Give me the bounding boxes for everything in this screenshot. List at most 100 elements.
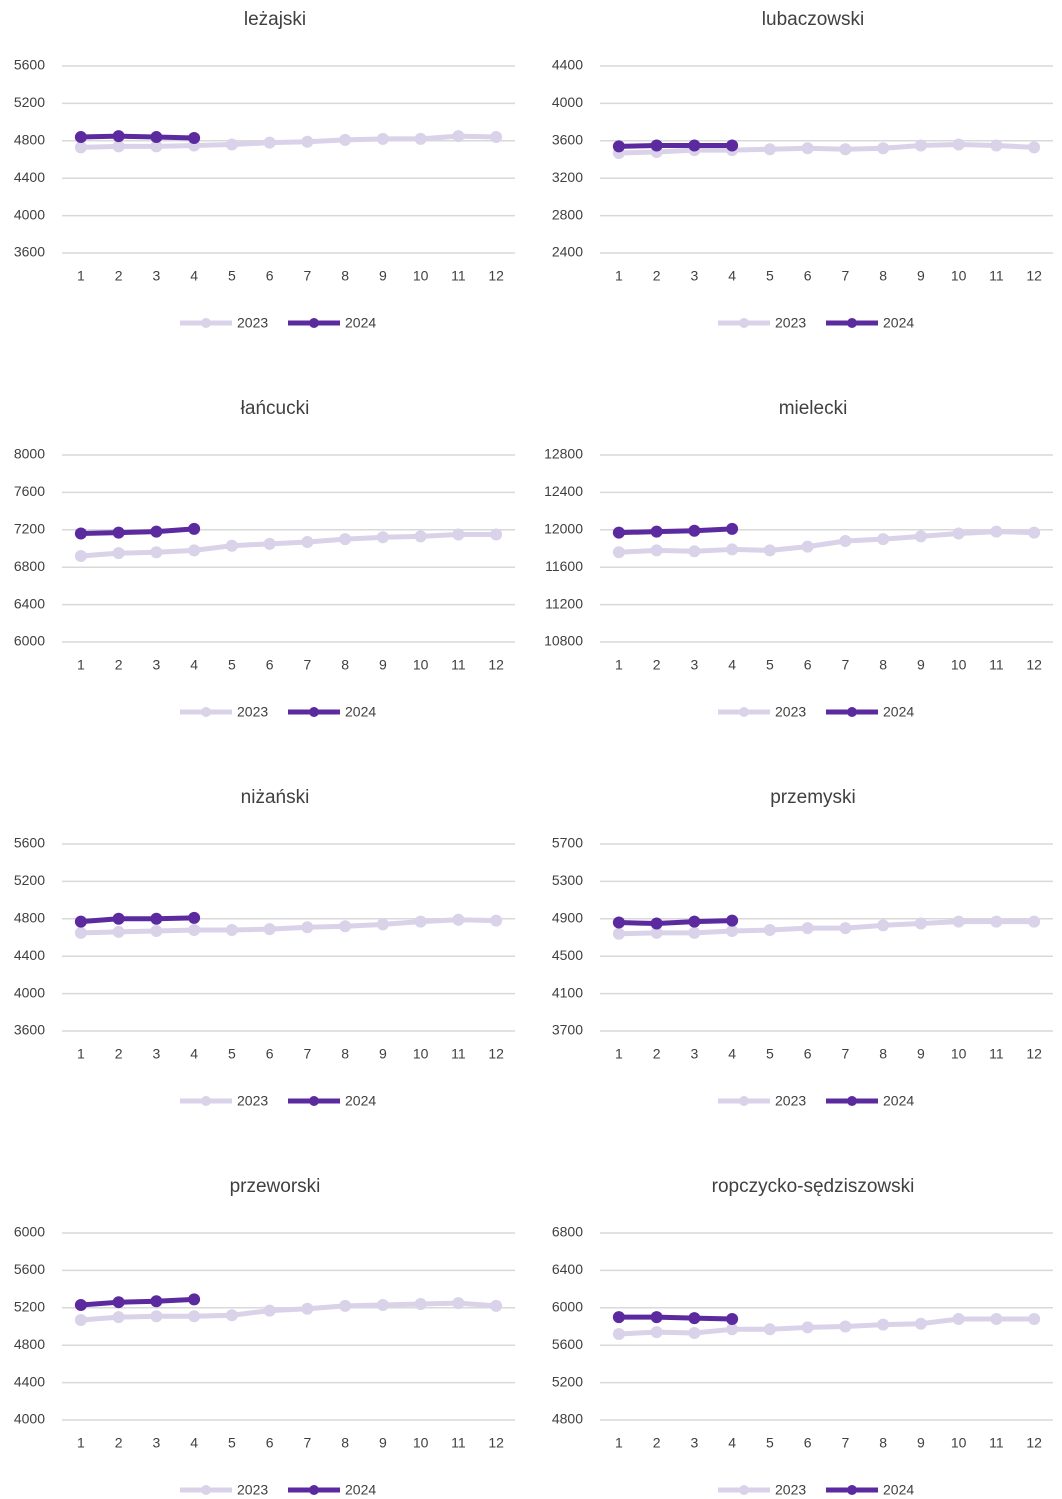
legend-label: 2024: [883, 1482, 914, 1498]
data-point: [877, 533, 890, 546]
data-point: [150, 140, 163, 153]
x-tick-label: 11: [989, 1046, 1004, 1062]
y-tick-label: 5600: [552, 1336, 583, 1352]
data-point: [112, 526, 125, 539]
x-tick-label: 3: [690, 1435, 698, 1451]
series-line: [618, 526, 733, 536]
y-tick-label: 7200: [14, 521, 45, 537]
legend-label: 2023: [237, 315, 268, 331]
x-tick-label: 12: [1026, 1435, 1042, 1451]
x-tick-label: 2: [653, 657, 661, 673]
data-point: [914, 139, 927, 152]
x-tick-label: 4: [190, 657, 198, 673]
data-point: [650, 525, 663, 538]
data-point: [74, 141, 87, 154]
x-tick-label: 1: [615, 268, 623, 284]
x-tick-label: 12: [488, 657, 504, 673]
data-point: [263, 136, 276, 149]
y-tick-label: 6800: [14, 558, 45, 574]
y-tick-label: 11200: [545, 595, 583, 611]
data-point: [650, 1311, 663, 1324]
x-tick-label: 11: [451, 1046, 466, 1062]
data-point: [839, 143, 852, 156]
x-tick-label: 6: [266, 1046, 274, 1062]
data-point: [150, 131, 163, 144]
x-tick-label: 4: [190, 1046, 198, 1062]
data-point: [150, 924, 163, 937]
chart-title: lubaczowski: [762, 9, 864, 30]
y-tick-label: 5200: [14, 94, 45, 110]
y-tick-label: 6800: [552, 1224, 583, 1240]
data-point: [112, 925, 125, 938]
x-tick-label: 9: [379, 657, 387, 673]
y-tick-label: 3600: [552, 132, 583, 148]
chart-title: mielecki: [779, 398, 848, 419]
x-tick-label: 8: [341, 1435, 349, 1451]
y-tick-label: 5600: [14, 57, 45, 73]
x-tick-label: 2: [115, 1435, 123, 1451]
x-tick-label: 6: [266, 657, 274, 673]
x-tick-label: 5: [228, 1435, 236, 1451]
y-tick-label: 5200: [14, 872, 45, 888]
data-point: [990, 525, 1003, 538]
y-tick-label: 4100: [552, 984, 583, 1000]
x-tick-label: 6: [804, 1046, 812, 1062]
x-tick-label: 4: [190, 1435, 198, 1451]
series-line: [618, 142, 733, 149]
x-tick-label: 7: [841, 657, 849, 673]
series-line: [80, 917, 497, 936]
data-point: [1028, 1313, 1041, 1326]
data-point: [914, 530, 927, 543]
x-tick-label: 12: [1026, 1046, 1042, 1062]
x-tick-label: 9: [379, 268, 387, 284]
legend-marker: [309, 1096, 319, 1106]
legend-marker: [847, 318, 857, 328]
data-point: [414, 1298, 427, 1311]
data-point: [763, 143, 776, 156]
data-point: [188, 911, 201, 924]
legend-marker: [309, 707, 319, 717]
x-tick-label: 5: [766, 1046, 774, 1062]
x-tick-label: 8: [341, 268, 349, 284]
y-tick-label: 4800: [552, 1411, 583, 1427]
data-point: [74, 549, 87, 562]
chart-title: łańcucki: [241, 398, 310, 419]
x-tick-label: 4: [728, 1046, 736, 1062]
data-point: [188, 131, 201, 144]
y-tick-label: 11600: [545, 558, 583, 574]
data-point: [688, 915, 701, 928]
x-tick-label: 4: [728, 1435, 736, 1451]
data-point: [376, 132, 389, 145]
x-tick-label: 6: [266, 268, 274, 284]
chart-title: leżajski: [244, 9, 306, 30]
data-point: [877, 919, 890, 932]
data-point: [263, 923, 276, 936]
data-point: [74, 131, 87, 144]
data-point: [839, 1320, 852, 1333]
data-point: [650, 139, 663, 152]
data-point: [301, 535, 314, 548]
x-tick-label: 1: [615, 1435, 623, 1451]
x-tick-label: 1: [77, 268, 85, 284]
data-point: [801, 540, 814, 553]
data-point: [688, 1312, 701, 1325]
x-tick-label: 4: [190, 268, 198, 284]
y-tick-label: 4800: [14, 910, 45, 926]
y-tick-label: 4000: [14, 984, 45, 1000]
x-tick-label: 8: [341, 657, 349, 673]
data-point: [763, 924, 776, 937]
data-point: [914, 1317, 927, 1330]
chart-title: przeworski: [230, 1176, 321, 1197]
x-tick-label: 9: [917, 268, 925, 284]
y-tick-label: 4000: [14, 1411, 45, 1427]
x-tick-label: 3: [690, 657, 698, 673]
data-point: [726, 1313, 739, 1326]
y-tick-label: 5700: [552, 835, 583, 851]
x-tick-label: 11: [989, 657, 1004, 673]
data-point: [726, 139, 739, 152]
data-point: [688, 139, 701, 152]
data-point: [452, 1297, 465, 1310]
y-tick-label: 4000: [14, 206, 45, 222]
x-tick-label: 1: [77, 657, 85, 673]
data-point: [877, 1318, 890, 1331]
